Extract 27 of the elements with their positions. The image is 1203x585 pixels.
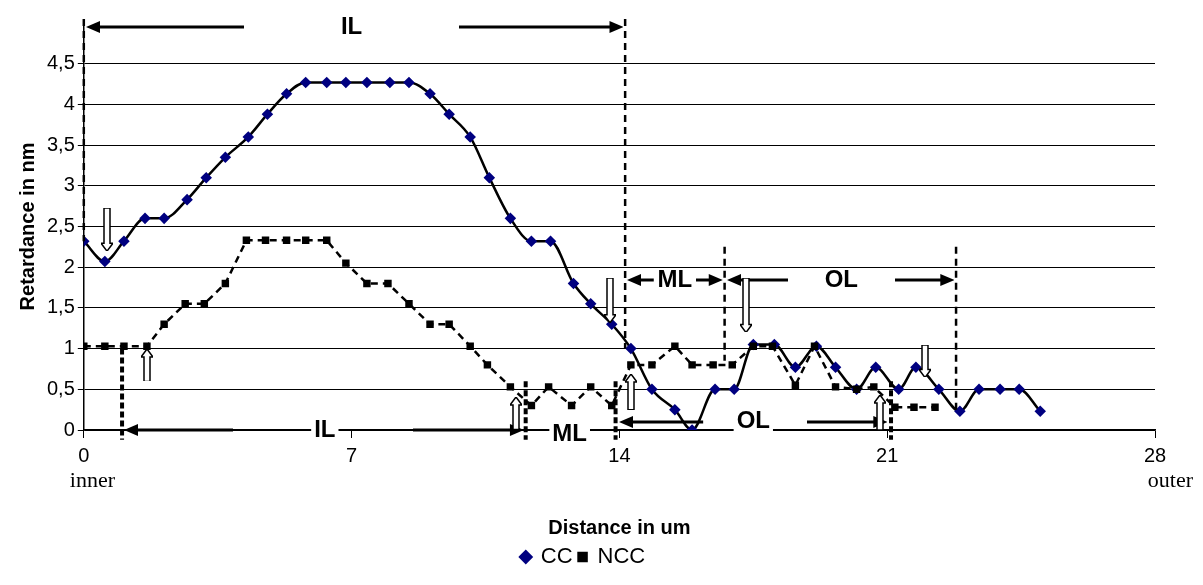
y-tick-label: 4,5: [46, 51, 75, 74]
y-tick-label: 0,5: [46, 376, 75, 399]
text: inner: [69, 466, 116, 492]
y-tick-label: 4: [63, 91, 75, 114]
y-tick-label: 2,5: [46, 214, 75, 237]
y-tick-label: 3: [63, 173, 75, 196]
y-tick-label: 3,5: [46, 132, 75, 155]
x-tick-label: 0: [78, 443, 90, 466]
x-tick-label: 7: [346, 443, 358, 466]
annotation: IL: [340, 11, 363, 39]
y-tick-label: 0: [63, 417, 75, 440]
y-tick-label: 1,5: [46, 295, 75, 318]
annotation: OL: [736, 406, 770, 434]
x-tick-label: 14: [608, 443, 631, 466]
y-tick-label: 1: [63, 336, 75, 359]
annotation: ML: [552, 418, 587, 446]
annotation: OL: [824, 264, 858, 292]
y-tick-label: 2: [63, 254, 75, 277]
x-tick-label: 21: [876, 443, 899, 466]
annotation: ML: [657, 264, 693, 292]
legend-label: NCC: [597, 543, 646, 569]
annotation: IL: [314, 414, 336, 442]
text: outer: [1147, 466, 1194, 492]
x-axis-title: Distance in um: [548, 515, 691, 538]
y-axis-title: Retardance in nm: [15, 142, 38, 311]
x-tick-label: 28: [1143, 443, 1167, 466]
legend-label: CC: [540, 543, 573, 569]
